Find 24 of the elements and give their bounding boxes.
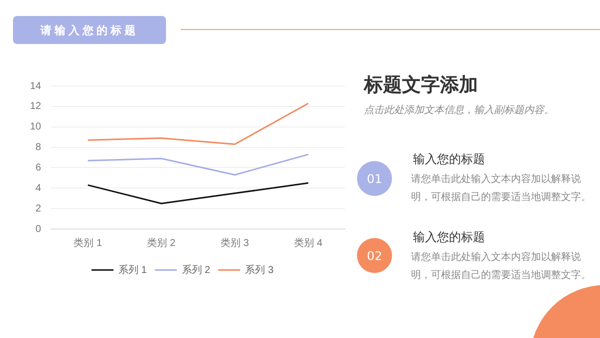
chart-title: 请输入您的标题: [13, 16, 166, 44]
text: 02: [357, 238, 392, 273]
text: 输入您的标题: [413, 151, 485, 168]
text: 请您单击此处输入文本内容加以解释说明，可根据自己的需要适当地调整文字。: [411, 172, 592, 205]
y-tick-label: 10: [30, 122, 42, 133]
y-tick-label: 6: [36, 162, 42, 174]
x-tick-label: 类别 3: [220, 236, 250, 249]
legend-label: 系列 2: [182, 264, 211, 276]
x-tick-label: 类别 2: [147, 236, 176, 249]
y-tick-label: 2: [36, 203, 42, 214]
text: 01: [357, 161, 392, 196]
text: 标题文字添加: [364, 73, 478, 98]
x-tick-label: 类别 1: [74, 236, 102, 249]
y-tick-label: 0: [36, 224, 42, 235]
legend-label: 系列 1: [118, 264, 148, 276]
y-tick-label: 4: [36, 182, 42, 194]
y-tick-label: 14: [30, 80, 42, 92]
y-tick-label: 8: [36, 142, 42, 154]
x-tick-label: 类别 4: [294, 236, 323, 249]
text: 点击此处添加文本信息，输入副标题内容。: [364, 104, 554, 117]
text: 输入您的标题: [413, 229, 485, 246]
text: 请您单击此处输入文本内容加以解释说明，可根据自己的需要适当地调整文字。: [411, 250, 592, 283]
legend-label: 系列 3: [245, 264, 274, 276]
y-tick-label: 12: [30, 101, 42, 112]
